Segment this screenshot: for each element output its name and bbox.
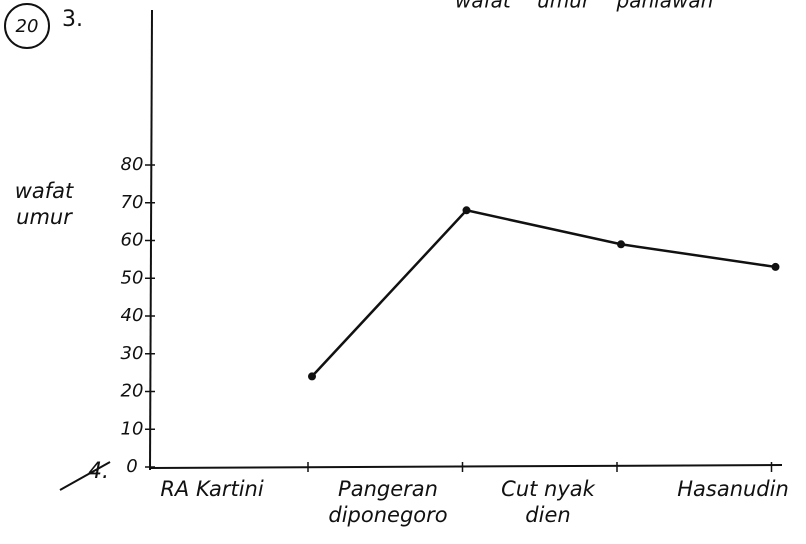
- series-line: [311, 208, 776, 378]
- y-axis-label: wafat umur: [14, 179, 74, 229]
- data-point: [462, 206, 471, 215]
- data-point: [617, 240, 625, 249]
- y-tick-label: 70: [121, 192, 144, 213]
- item-number: 3.: [62, 7, 83, 32]
- y-tick-label: 50: [121, 267, 144, 288]
- x-axis: [149, 464, 783, 469]
- y-tick-label: 60: [121, 230, 144, 251]
- number-circle: [4, 3, 50, 49]
- x-tick-label: RA Kartini: [160, 477, 264, 501]
- y-tick-label: 0: [126, 456, 137, 477]
- y-tick-label: 80: [121, 154, 144, 175]
- x-tick-label: Cut nyak dien: [501, 477, 595, 527]
- x-tick-label: Pangeran diponegoro: [328, 477, 448, 527]
- x-tick-label: Hasanudin: [677, 477, 789, 501]
- data-point: [771, 262, 780, 271]
- decoration: [59, 461, 111, 491]
- chart-title: wafat umur pahlawan: [455, 0, 713, 13]
- y-tick-label: 10: [121, 418, 144, 439]
- y-tick-label: 30: [121, 343, 144, 364]
- question-number: 20: [16, 16, 39, 37]
- data-point: [308, 372, 316, 381]
- y-tick-label: 20: [121, 381, 144, 402]
- y-tick-label: 40: [121, 305, 144, 326]
